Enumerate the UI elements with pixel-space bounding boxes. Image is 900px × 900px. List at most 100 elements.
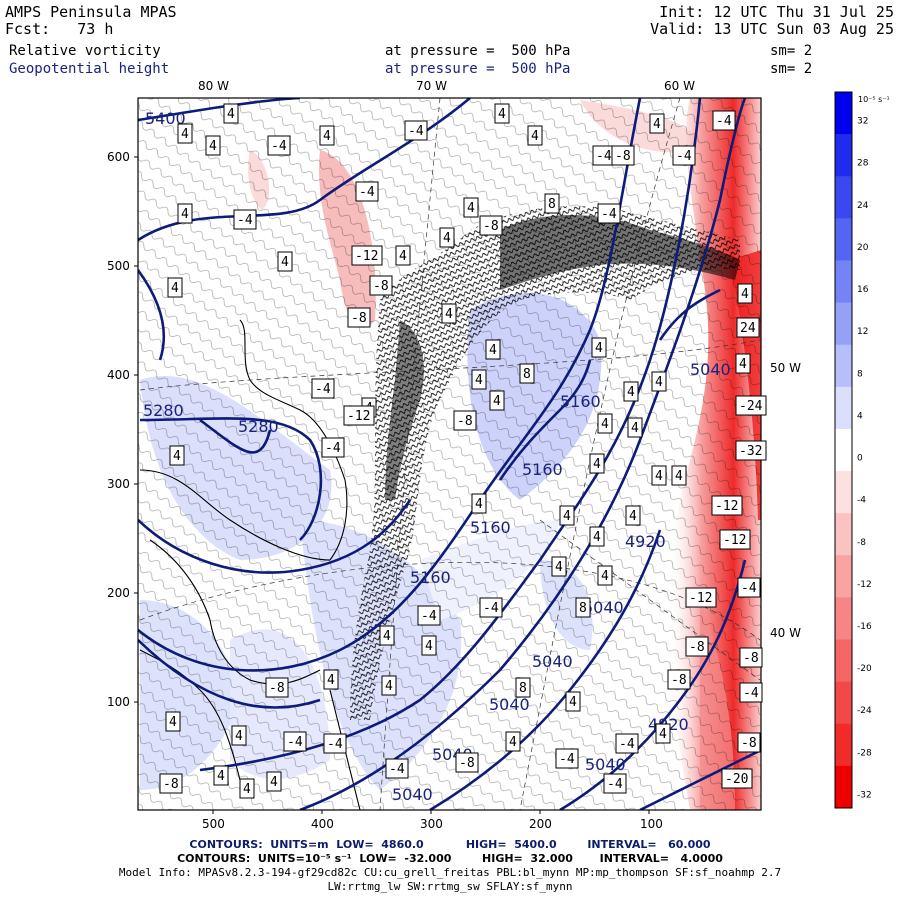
- svg-text:-8: -8: [163, 777, 179, 792]
- vorticity-box-label: 4: [223, 103, 239, 124]
- vorticity-box-label: 8: [519, 363, 535, 384]
- vorticity-box-label: -4: [417, 605, 441, 626]
- colorbar-tick: -8: [857, 538, 866, 548]
- svg-text:-8: -8: [741, 736, 757, 751]
- svg-text:4: 4: [425, 639, 433, 654]
- colorbar-tick: -24: [857, 706, 872, 716]
- height-contour-info: CONTOURS: UNITS=m LOW= 4860.0 HIGH= 5400…: [189, 838, 711, 851]
- vorticity-box-label: -4: [555, 748, 579, 769]
- vorticity-box-label: 4: [463, 197, 479, 218]
- vorticity-box-label: -4: [323, 733, 347, 754]
- height-contour-label: 5160: [410, 568, 451, 587]
- vorticity-box-label: -12: [711, 495, 743, 516]
- svg-text:4: 4: [227, 107, 235, 122]
- vorticity-box-label: -4: [267, 135, 291, 156]
- svg-text:-8: -8: [743, 651, 759, 666]
- svg-text:-4: -4: [483, 601, 499, 616]
- vorticity-box-label: 4: [494, 103, 510, 124]
- svg-text:-4: -4: [716, 114, 732, 129]
- colorbar-swatch: [835, 218, 852, 261]
- svg-text:4: 4: [631, 421, 639, 436]
- colorbar-swatch: [835, 639, 852, 683]
- colorbar-swatch: [835, 176, 852, 219]
- svg-text:4: 4: [489, 343, 497, 358]
- svg-text:-4: -4: [601, 207, 617, 222]
- svg-text:4: 4: [563, 509, 571, 524]
- svg-text:4: 4: [475, 373, 483, 388]
- init-time: Init: 12 UTC Thu 31 Jul 25: [659, 3, 894, 21]
- vorticity-box-label: 4: [565, 691, 581, 712]
- svg-text:4: 4: [323, 129, 331, 144]
- svg-text:4: 4: [327, 673, 335, 688]
- svg-text:-12: -12: [355, 249, 378, 264]
- lat-label-40w: 40 W: [770, 626, 801, 640]
- vorticity-box-label: -4: [404, 120, 428, 141]
- vorticity-box-label: 4: [597, 565, 613, 586]
- vorticity-box-label: -4: [479, 597, 503, 618]
- svg-text:-8: -8: [457, 414, 473, 429]
- svg-text:4: 4: [601, 569, 609, 584]
- vorticity-box-label: 4: [165, 711, 181, 732]
- vorticity-box-label: 4: [471, 493, 487, 514]
- svg-text:4: 4: [467, 201, 475, 216]
- vorticity-box-label: -8: [685, 636, 709, 657]
- vorticity-box-label: -8: [265, 677, 289, 698]
- vorticity-box-label: -4: [355, 181, 379, 202]
- vorticity-box-label: 4: [323, 669, 339, 690]
- svg-text:-4: -4: [315, 382, 331, 397]
- svg-text:4: 4: [593, 457, 601, 472]
- vorticity-box-label: -4: [321, 437, 345, 458]
- vorticity-box-label: 4: [737, 283, 753, 304]
- vorticity-box-label: -4: [283, 731, 307, 752]
- vorticity-box-label: -8: [667, 669, 691, 690]
- vorticity-box-label: 4: [266, 771, 282, 792]
- height-contour-label: 5040: [690, 360, 731, 379]
- svg-text:4: 4: [509, 735, 517, 750]
- vorticity-box-label: -32: [735, 440, 767, 461]
- colorbar-swatch: [835, 555, 852, 598]
- colorbar-swatch: [835, 134, 852, 177]
- svg-text:-4: -4: [325, 441, 341, 456]
- vorticity-box-label: -8: [611, 145, 635, 166]
- vorticity-box-label: 4: [381, 675, 397, 696]
- vorticity-box-label: -8: [479, 215, 503, 236]
- height-contour-label: 5280: [143, 401, 184, 420]
- vorticity-box-label: 4: [319, 125, 335, 146]
- field2-smoothing: sm= 2: [770, 61, 813, 77]
- svg-text:8: 8: [548, 197, 556, 212]
- svg-text:-8: -8: [689, 640, 705, 655]
- svg-text:-4: -4: [359, 185, 375, 200]
- height-contour-label: 5040: [585, 755, 626, 774]
- vorticity-box-label: -8: [739, 647, 763, 668]
- colorbar-swatch: [835, 765, 852, 809]
- vorticity-box-label: 4: [471, 369, 487, 390]
- x-tick-400: 400: [311, 817, 334, 831]
- svg-text:4: 4: [741, 287, 749, 302]
- vorticity-box-label: -8: [455, 752, 479, 773]
- y-tick-600: 600: [107, 150, 130, 164]
- svg-text:4: 4: [281, 255, 289, 270]
- svg-text:4: 4: [601, 417, 609, 432]
- colorbar-tick: -4: [857, 496, 866, 506]
- svg-text:-20: -20: [725, 772, 748, 787]
- field2-name: Geopotential height: [9, 61, 170, 77]
- svg-text:24: 24: [740, 321, 756, 336]
- svg-text:-8: -8: [373, 279, 389, 294]
- colorbar-tick: 32: [857, 117, 868, 127]
- colorbar-swatch: [835, 471, 852, 514]
- svg-text:-4: -4: [741, 581, 757, 596]
- height-contour-label: 5160: [560, 392, 601, 411]
- vorticity-box-label: 4: [559, 505, 575, 526]
- colorbar-tick: -32: [857, 790, 872, 800]
- svg-text:-32: -32: [739, 444, 762, 459]
- vorticity-box-label: -8: [369, 275, 393, 296]
- svg-text:-8: -8: [351, 311, 367, 326]
- svg-text:4: 4: [181, 207, 189, 222]
- valid-time: Valid: 13 UTC Sun 03 Aug 25: [650, 20, 894, 38]
- svg-text:4: 4: [629, 509, 637, 524]
- vorticity-box-label: -8: [737, 732, 761, 753]
- vorticity-box-label: 4: [239, 778, 255, 799]
- svg-text:-4: -4: [271, 139, 287, 154]
- colorbar-tick: 20: [857, 243, 869, 253]
